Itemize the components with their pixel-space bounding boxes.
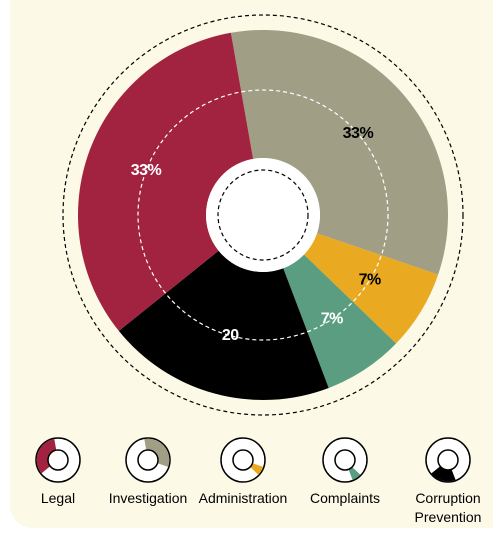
donut-segment — [78, 32, 254, 331]
legend-label: Administration — [198, 490, 288, 506]
legend-icon-hole — [137, 449, 159, 471]
inner-dashed-ring — [217, 169, 309, 261]
legend-icon-slice — [250, 463, 264, 475]
legend-icon-slice — [348, 466, 361, 480]
legend-icon-hole — [232, 449, 254, 471]
donut-hole — [206, 158, 320, 272]
segment-label: 33% — [131, 162, 162, 179]
donut-segment — [283, 254, 397, 388]
outer-dashed-ring — [62, 14, 464, 416]
legend-icon-slice — [36, 439, 57, 474]
mid-dashed-ring — [137, 89, 389, 341]
legend-label: Complaints — [309, 490, 381, 506]
donut-segment — [118, 250, 329, 400]
segment-label: 7% — [321, 311, 343, 328]
segment-label: 7% — [359, 271, 381, 288]
segment-label: 20 — [222, 327, 239, 344]
segment-label: 33% — [343, 125, 374, 142]
legend-icon-hole — [437, 449, 459, 471]
legend-icon-hole — [47, 449, 69, 471]
legend-label: Corruption Prevention — [414, 490, 482, 525]
legend-icon-hole — [334, 449, 356, 471]
legend-label: Legal — [40, 490, 76, 506]
legend-label: Investigation — [108, 490, 188, 506]
legend-icon-slice — [144, 438, 170, 467]
donut-segment — [304, 233, 439, 344]
donut-segment — [230, 29, 449, 275]
